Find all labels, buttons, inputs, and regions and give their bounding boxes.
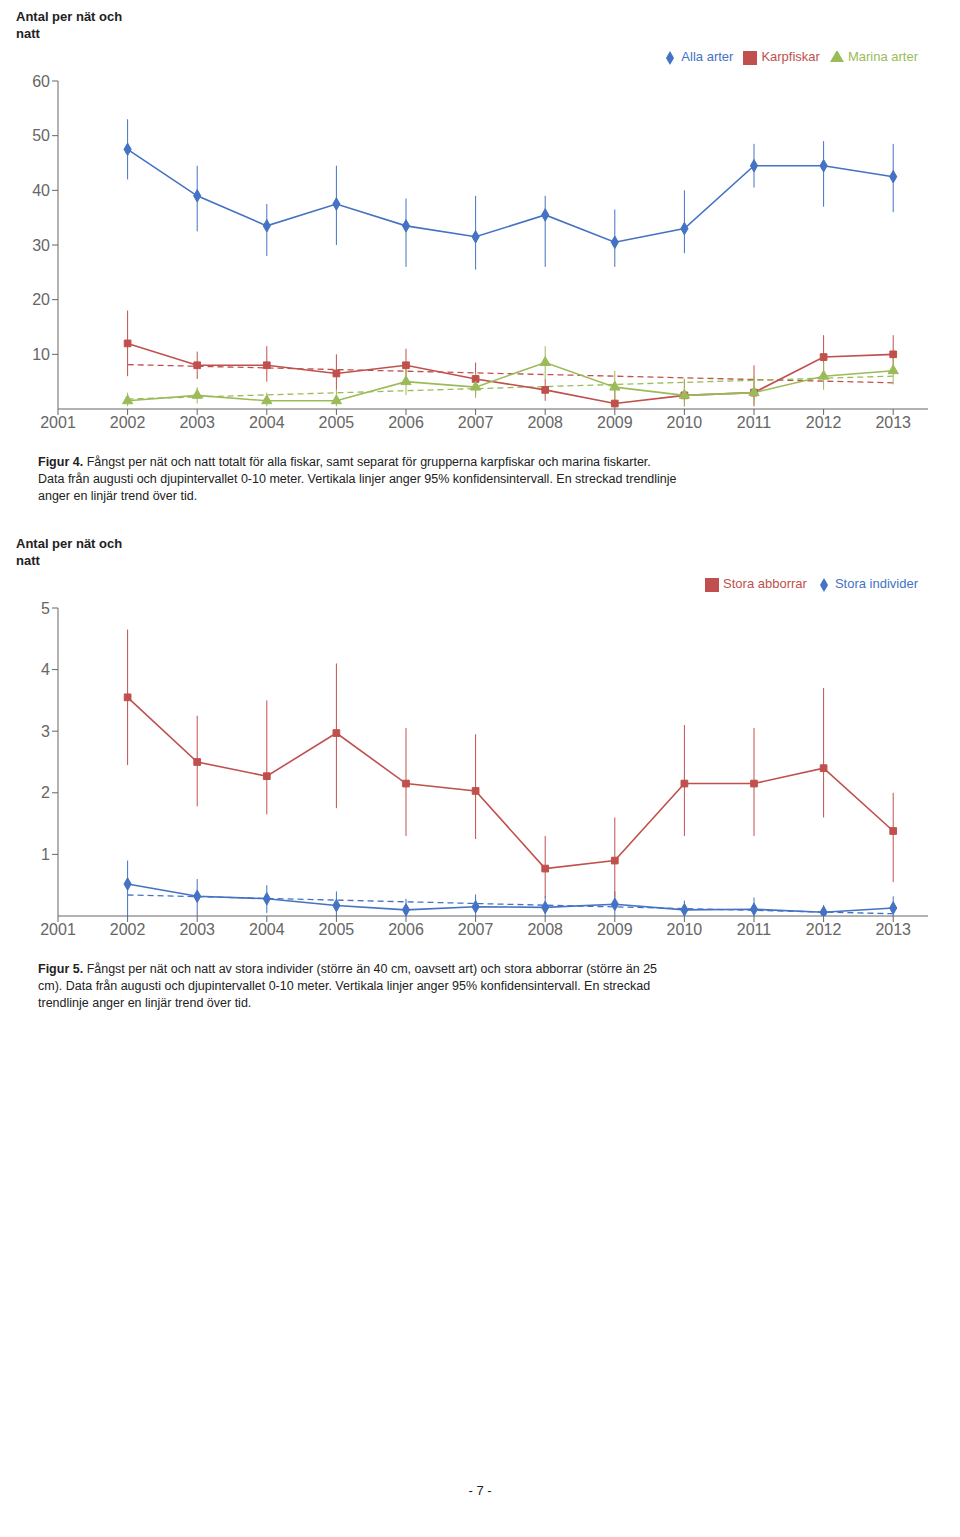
html-text:Stora individer: Stora individer: [834, 576, 918, 591]
svg-text:2011: 2011: [737, 921, 772, 938]
svg-text:2001: 2001: [40, 921, 76, 938]
svg-text:2002: 2002: [110, 921, 146, 938]
svg-text:2013: 2013: [875, 414, 911, 431]
html-text:Antal per nät och natt: Antal per nät och natt: [16, 536, 123, 568]
svg-text:2006: 2006: [388, 414, 424, 431]
html-text:Karpfiskar: Karpfiskar: [761, 49, 820, 64]
svg-text:3: 3: [41, 723, 50, 740]
html-text:Alla arter: Alla arter: [681, 49, 734, 64]
svg-text:2006: 2006: [388, 921, 424, 938]
svg-text:5: 5: [41, 600, 50, 617]
svg-text:2002: 2002: [110, 414, 146, 431]
html-text:Antal per nät och natt: Antal per nät och natt: [16, 9, 123, 41]
svg-text:2001: 2001: [40, 414, 76, 431]
html-text:Marina arter: Marina arter: [847, 49, 918, 64]
html-text:Stora abborrar: Stora abborrar: [723, 576, 807, 591]
svg-text:1: 1: [41, 846, 50, 863]
svg-text:2003: 2003: [179, 414, 215, 431]
svg-text:2010: 2010: [667, 921, 703, 938]
svg-text:20: 20: [32, 291, 50, 308]
html-text:- 7 -: - 7 -: [468, 1483, 492, 1498]
svg-text:2012: 2012: [806, 921, 842, 938]
html-text:Figur 5. Fångst per nät och na: Figur 5. Fångst per nät och natt av stor…: [38, 962, 657, 1010]
svg-text:2012: 2012: [806, 414, 842, 431]
svg-text:30: 30: [32, 237, 50, 254]
svg-text:2008: 2008: [527, 921, 563, 938]
svg-text:50: 50: [32, 127, 50, 144]
svg-text:2011: 2011: [737, 414, 772, 431]
svg-text:2008: 2008: [527, 414, 563, 431]
svg-text:40: 40: [32, 182, 50, 199]
svg-text:2007: 2007: [458, 921, 494, 938]
svg-text:2004: 2004: [249, 414, 285, 431]
svg-text:4: 4: [41, 661, 50, 678]
svg-text:2: 2: [41, 784, 50, 801]
svg-text:2004: 2004: [249, 921, 285, 938]
svg-text:2009: 2009: [597, 921, 633, 938]
html-text:Figur 4. Fångst per nät och na: Figur 4. Fångst per nät och natt totalt …: [38, 455, 677, 503]
svg-text:60: 60: [32, 73, 50, 90]
svg-text:2005: 2005: [319, 921, 355, 938]
svg-text:2007: 2007: [458, 414, 494, 431]
svg-text:2005: 2005: [319, 414, 355, 431]
svg-text:10: 10: [32, 346, 50, 363]
svg-text:2010: 2010: [667, 414, 703, 431]
svg-text:2013: 2013: [875, 921, 911, 938]
svg-text:2009: 2009: [597, 414, 633, 431]
svg-text:2003: 2003: [179, 921, 215, 938]
